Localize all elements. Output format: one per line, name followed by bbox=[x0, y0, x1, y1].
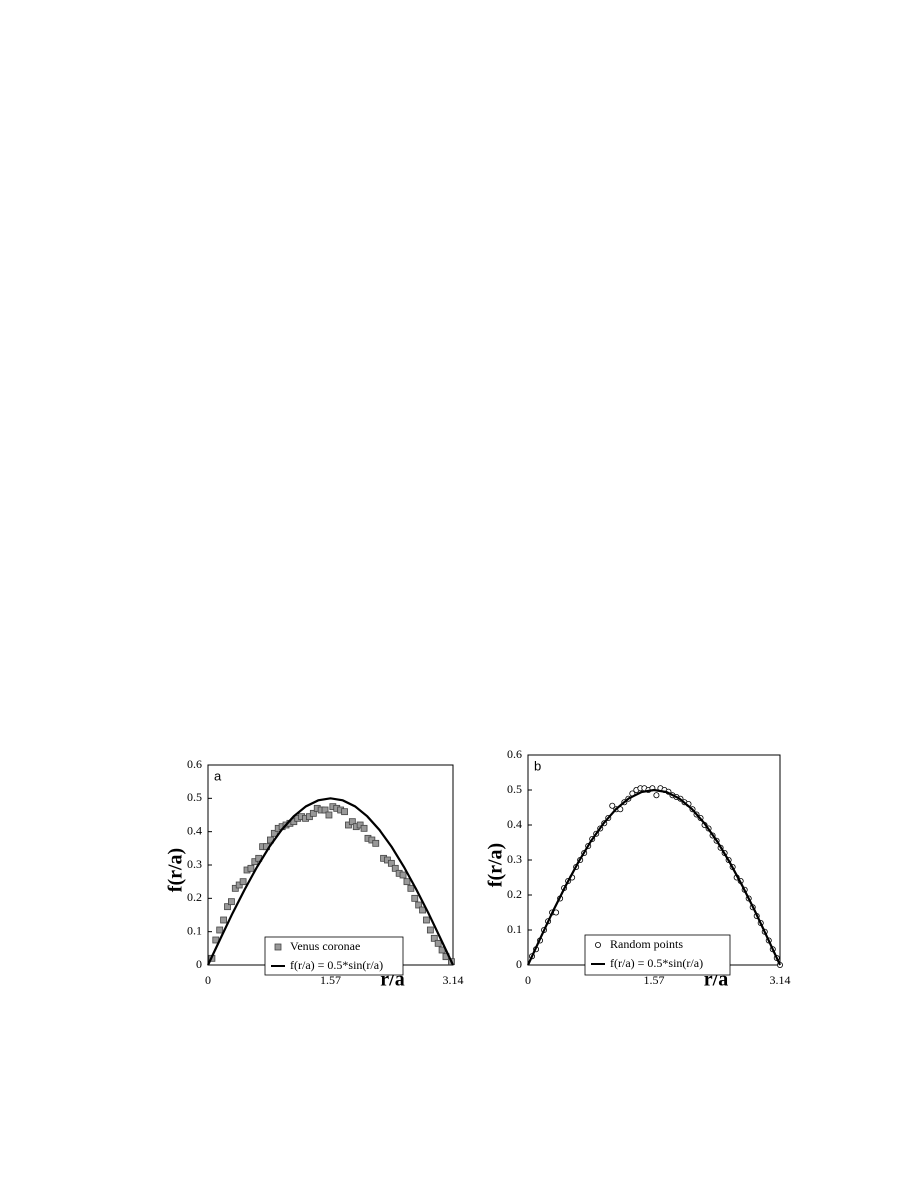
y-tick-label: 0.4 bbox=[507, 817, 522, 831]
y-tick-label: 0 bbox=[196, 957, 202, 971]
x-tick-label: 3.14 bbox=[770, 973, 791, 987]
legend-swatch bbox=[595, 942, 602, 949]
point bbox=[403, 878, 411, 886]
y-tick-label: 0.3 bbox=[507, 852, 522, 866]
point bbox=[309, 809, 317, 817]
legend-label: Random points bbox=[610, 937, 683, 951]
point bbox=[653, 792, 660, 799]
x-tick-label: 1.57 bbox=[644, 973, 665, 987]
point bbox=[228, 898, 235, 906]
point bbox=[399, 871, 407, 879]
legend-box bbox=[264, 936, 404, 976]
point bbox=[270, 829, 278, 837]
panel-label: b bbox=[534, 758, 541, 773]
y-tick-label: 0.5 bbox=[507, 782, 522, 796]
legend-label: f(r/a) = 0.5*sin(r/a) bbox=[610, 956, 703, 970]
point bbox=[321, 806, 329, 814]
panel-label: a bbox=[214, 768, 222, 783]
legend-label: Venus coronae bbox=[290, 939, 360, 953]
y-tick-label: 0.2 bbox=[187, 890, 202, 904]
y-tick-label: 0.1 bbox=[507, 922, 522, 936]
point bbox=[411, 894, 419, 902]
point bbox=[360, 824, 368, 832]
x-tick-label: 1.57 bbox=[320, 973, 341, 987]
point bbox=[415, 901, 423, 909]
y-tick-label: 0.2 bbox=[507, 887, 522, 901]
point bbox=[434, 939, 442, 947]
y-tick-label: 0.1 bbox=[187, 923, 202, 937]
point bbox=[224, 903, 231, 911]
x-tick-label: 0 bbox=[205, 973, 211, 987]
legend-box bbox=[584, 934, 731, 976]
point bbox=[423, 916, 430, 924]
y-tick-label: 0.4 bbox=[187, 823, 202, 837]
y-tick-label: 0.6 bbox=[187, 757, 202, 771]
point bbox=[372, 839, 380, 847]
y-axis-label: f(r/a) bbox=[485, 843, 507, 887]
point bbox=[325, 811, 333, 819]
point bbox=[430, 934, 438, 942]
point bbox=[387, 859, 395, 867]
plot-frame bbox=[207, 764, 454, 966]
point bbox=[341, 808, 348, 816]
fit-line bbox=[207, 797, 454, 966]
legend-swatch bbox=[274, 943, 282, 951]
point bbox=[239, 878, 247, 886]
point bbox=[426, 926, 434, 934]
point bbox=[247, 864, 255, 872]
point bbox=[220, 916, 228, 924]
point bbox=[609, 802, 616, 809]
y-tick-label: 0.6 bbox=[507, 747, 522, 761]
point bbox=[348, 818, 356, 826]
y-axis-label: f(r/a) bbox=[165, 848, 187, 892]
y-tick-label: 0 bbox=[516, 957, 522, 971]
fit-line bbox=[527, 788, 781, 966]
x-tick-label: 0 bbox=[525, 973, 531, 987]
y-tick-label: 0.5 bbox=[187, 790, 202, 804]
point bbox=[391, 864, 399, 872]
point bbox=[216, 926, 224, 934]
y-tick-label: 0.3 bbox=[187, 857, 202, 871]
point bbox=[407, 884, 415, 892]
legend-label: f(r/a) = 0.5*sin(r/a) bbox=[290, 958, 383, 972]
x-tick-label: 3.14 bbox=[443, 973, 464, 987]
